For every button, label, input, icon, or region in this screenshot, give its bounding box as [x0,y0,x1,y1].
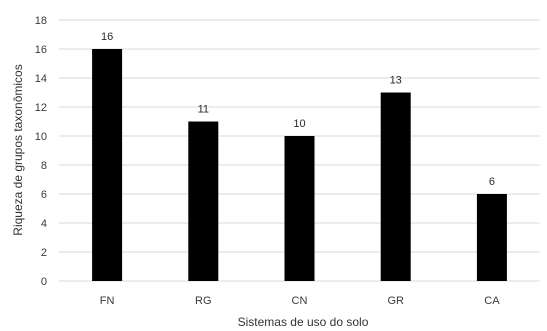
data-label-rg: 11 [198,104,209,116]
y-tick-label: 18 [35,15,47,27]
data-labels: 16 11 10 13 6 [101,31,495,188]
x-axis-title: Sistemas de uso do solo [238,315,369,329]
data-label-gr: 13 [390,75,402,87]
x-tick-label-cn: CN [292,295,308,307]
x-tick-label-fn: FN [100,295,115,307]
y-tick-label: 6 [41,189,47,201]
x-tick-label-ca: CA [484,295,500,307]
data-label-cn: 10 [293,118,305,130]
bar-rg [188,121,219,281]
bar-gr [380,92,411,281]
y-tick-label: 2 [41,247,47,259]
y-tick-label: 8 [41,160,47,172]
y-tick-label: 16 [35,44,47,56]
x-tick-labels: FN RG CN GR CA [100,295,500,307]
y-tick-label: 10 [35,131,47,143]
data-label-fn: 16 [101,31,113,43]
x-tick-label-gr: GR [387,295,404,307]
y-axis-title: Riqueza de grupos taxonômicos [11,64,25,235]
bars [92,49,507,281]
data-label-ca: 6 [489,176,495,188]
y-tick-labels: 0 2 4 6 8 10 12 14 16 18 [35,15,47,288]
y-tick-label: 14 [35,73,47,85]
bar-fn [92,49,123,281]
y-tick-label: 4 [41,218,47,230]
y-tick-label: 12 [35,102,47,114]
y-tick-label: 0 [41,276,47,288]
bar-ca [476,194,507,281]
x-tick-label-rg: RG [195,295,212,307]
bar-cn [284,136,315,281]
